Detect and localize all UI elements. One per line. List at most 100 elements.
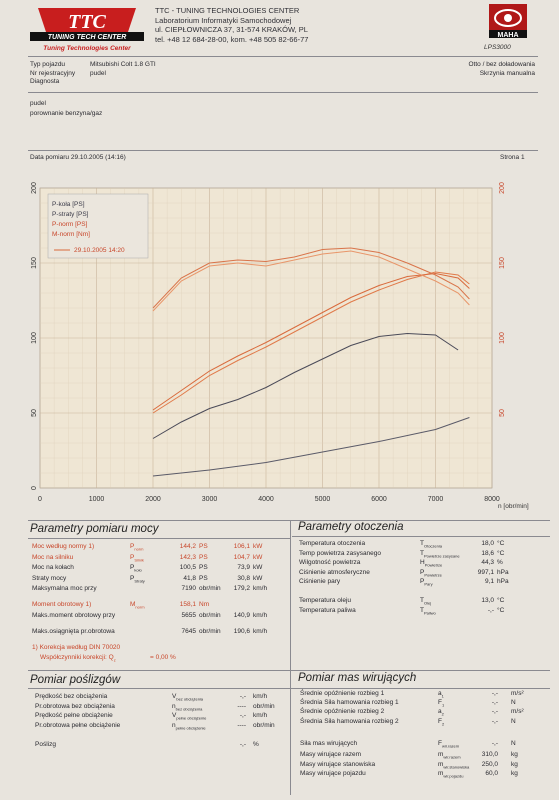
param-v1: 41,8 bbox=[183, 574, 196, 582]
model-label: LPS3000 bbox=[484, 44, 511, 51]
env-label: Ciśnienie pary bbox=[299, 578, 341, 585]
slip-label: Prędkość pełne obciążenie bbox=[35, 712, 113, 719]
x-tick-label: 3000 bbox=[202, 496, 218, 503]
torque-v1: 158,1 bbox=[179, 601, 196, 608]
mass-symbol-sub: wir.pojazdu bbox=[443, 773, 464, 779]
legend-date: 29.10.2005 14:20 bbox=[74, 247, 125, 254]
gearbox-type: Skrzynia manualna bbox=[479, 69, 535, 77]
mass-symbol-sub: wir.razem bbox=[441, 743, 460, 749]
slip-symbol-sym: V bbox=[172, 712, 177, 719]
ttc-logo: TTC TUNING TECH CENTER Tuning Technologi… bbox=[28, 6, 146, 52]
slip-value: ---- bbox=[237, 702, 246, 710]
value-diag: pudel bbox=[90, 69, 106, 77]
param-u1: PS bbox=[199, 543, 208, 550]
mass-symbol-sub: 1 bbox=[441, 693, 444, 699]
mass-unit: kg bbox=[511, 760, 518, 768]
env-symbol-sym: P bbox=[420, 578, 425, 585]
maha-logo: MAHA bbox=[483, 2, 533, 54]
mass-unit: N bbox=[511, 699, 516, 707]
env-symbol-sub: Powietrze zasysane bbox=[423, 552, 460, 558]
env-symbol: TPaliwo bbox=[420, 607, 436, 615]
slip-symbol-sub: pełne obciążenie bbox=[175, 724, 206, 730]
env-symbol-sym: H bbox=[420, 559, 425, 566]
env-label: Temp powietrza zasysanego bbox=[299, 549, 382, 557]
mass-unit: m/s² bbox=[511, 708, 524, 716]
correction-factor-label-sym: Współczynniki korekcji: Q bbox=[40, 654, 114, 661]
slip-label: Pr.obrotowa bez obciążenia bbox=[35, 702, 115, 710]
env-symbol: TOlej bbox=[420, 597, 431, 605]
slip-symbol-sym: V bbox=[172, 693, 177, 700]
param-symbol-sub: Silnik bbox=[134, 556, 144, 562]
mass-symbol-sym: F bbox=[438, 717, 442, 725]
param-v1: 142,3 bbox=[179, 553, 196, 561]
param-u2: kW bbox=[253, 553, 263, 561]
slip-label: Pr.obrotowa pełne obciążenie bbox=[35, 721, 121, 729]
mass-unit: N bbox=[511, 717, 516, 725]
legend-item-pkola: P-koła [PS] bbox=[52, 201, 85, 208]
mass-label: Średnia Siła hamowania rozbieg 1 bbox=[300, 699, 399, 707]
date-value: 29.10.2005 (14:16) bbox=[70, 154, 126, 161]
mass-symbol: a2 bbox=[438, 708, 444, 716]
divider bbox=[28, 150, 538, 151]
mass-symbol-sym: a bbox=[438, 690, 442, 697]
env-unit: hPa bbox=[497, 568, 509, 576]
engine-info: Otto / bez doładowania Skrzynia manualna bbox=[445, 61, 536, 78]
slip-symbol-sub: pełne obciążenie bbox=[176, 715, 207, 721]
torque-u1: Nm bbox=[199, 601, 210, 608]
chart-ticks: 0 1000 2000 3000 4000 5000 6000 7000 8000 0 50 100 1… bbox=[31, 182, 506, 503]
date-label: Data pomiaru bbox=[30, 154, 70, 161]
env-unit: °C bbox=[497, 597, 505, 604]
mass-symbol-sub: wir.stanowiska bbox=[443, 763, 470, 769]
correction-factor-label: Współczynniki korekcji: Qz bbox=[40, 654, 116, 662]
section-title-power: Parametry pomiaru mocy bbox=[30, 523, 159, 535]
y-right-tick-label: 50 bbox=[499, 409, 506, 417]
note-2: porownanie benzyna/gaz bbox=[30, 110, 103, 117]
y-right-tick-label: 150 bbox=[499, 257, 506, 269]
mass-symbol: mwir.razem bbox=[438, 751, 461, 759]
slip-symbol: nbez obciążenia bbox=[172, 703, 202, 711]
env-value: 997,1 bbox=[477, 568, 494, 576]
x-tick-label: 5000 bbox=[315, 496, 331, 503]
divider bbox=[28, 92, 538, 93]
env-symbol: HPowietrze bbox=[420, 559, 442, 567]
mass-value: -,- bbox=[491, 690, 498, 697]
series-line-3 bbox=[152, 272, 470, 411]
label-reg: Nr rejestracyjny bbox=[30, 69, 76, 77]
value-type: Mitsubishi Colt 1.8 GTI bbox=[90, 61, 156, 68]
slip-unit: % bbox=[253, 741, 259, 748]
series-line-5 bbox=[152, 247, 470, 309]
mass-symbol-sym: F bbox=[438, 740, 442, 747]
env-symbol-sub: Olej bbox=[423, 600, 432, 606]
engine-type: Otto / bez doładowania bbox=[468, 61, 536, 68]
param-v1: 7190 bbox=[181, 585, 196, 592]
param-v2: 104,7 bbox=[233, 553, 250, 561]
mass-symbol: mwir.pojazdu bbox=[438, 770, 463, 778]
env-unit: °C bbox=[497, 606, 505, 614]
y-tick-label: 200 bbox=[31, 182, 38, 194]
param-v2: 30,8 bbox=[237, 574, 250, 582]
section-title-env: Parametry otoczenia bbox=[298, 521, 404, 533]
env-label: Temperatura paliwa bbox=[299, 606, 356, 614]
torque-row-u1: obr/min bbox=[199, 628, 221, 635]
param-label: Moc na kołach bbox=[32, 564, 74, 571]
torque-row-u1: obr/min bbox=[199, 612, 221, 619]
mass-value: -,- bbox=[491, 717, 498, 725]
x-tick-label: 2000 bbox=[145, 496, 161, 503]
env-symbol: PPary bbox=[420, 578, 433, 586]
param-symbol-sub: koło bbox=[134, 567, 142, 573]
env-symbol: TOtoczenia bbox=[420, 540, 442, 548]
company-lab: Laboratorium Informatyki Samochodowej bbox=[155, 15, 292, 25]
env-symbol-sym: P bbox=[420, 568, 425, 576]
env-unit: hPa bbox=[497, 578, 509, 585]
mass-symbol: a1 bbox=[438, 690, 444, 698]
slip-symbol: Vpełne obciążenie bbox=[172, 712, 206, 720]
torque-label: Moment obrotowy 1) bbox=[32, 601, 92, 608]
mass-symbol-sub: 2 bbox=[441, 711, 444, 717]
param-u2: kW bbox=[253, 574, 263, 582]
param-v2: 179,2 bbox=[233, 585, 250, 592]
x-tick-label: 8000 bbox=[484, 496, 500, 503]
torque-symbol: Mnorm bbox=[130, 601, 145, 609]
y-tick-label: 0 bbox=[31, 486, 38, 490]
divider bbox=[292, 536, 550, 537]
param-u1: obr/min bbox=[199, 585, 221, 592]
